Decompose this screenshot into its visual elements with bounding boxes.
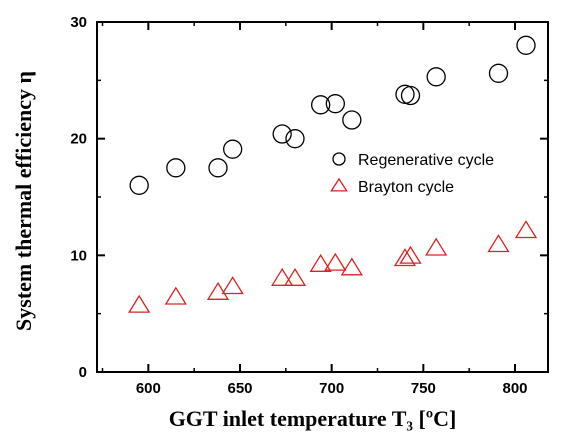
regenerative-point	[208, 158, 228, 178]
x-tick-label: 650	[227, 380, 252, 397]
brayton-point	[283, 267, 307, 286]
regenerative-point	[166, 158, 186, 178]
y-tick-label: 30	[70, 14, 87, 31]
regenerative-point	[311, 95, 331, 115]
brayton-point	[221, 276, 244, 295]
x-tick-label: 700	[319, 380, 344, 397]
brayton-point	[128, 294, 151, 313]
x-axis-title: GGT inlet temperature T₃ [ºC]	[169, 406, 457, 431]
brayton-point	[271, 267, 294, 286]
regenerative-point	[285, 129, 305, 149]
legend-triangle-marker	[330, 177, 348, 192]
brayton-point	[425, 237, 448, 256]
x-tick-label: 800	[502, 380, 527, 397]
y-axis-title: System thermal efficiency η	[11, 71, 36, 331]
legend-label: Regenerative cycle	[358, 152, 494, 169]
x-axis: 600 650 700 750 800	[101, 22, 528, 397]
y-axis: 0 10 20 30	[70, 14, 548, 381]
regenerative-point	[516, 35, 536, 55]
brayton-point	[206, 281, 230, 300]
data-points	[128, 35, 538, 313]
regenerative-point	[400, 85, 421, 106]
regenerative-point	[272, 124, 292, 144]
x-tick-label: 750	[411, 380, 436, 397]
y-tick-label: 10	[70, 247, 87, 264]
brayton-point	[393, 248, 417, 267]
brayton-point	[164, 286, 187, 305]
y-tick-label: 0	[79, 364, 87, 381]
y-tick-label: 20	[70, 131, 87, 148]
legend: Regenerative cycle Brayton cycle	[330, 152, 494, 196]
regenerative-point	[223, 139, 243, 159]
legend-circle-marker	[332, 152, 346, 166]
regenerative-point	[426, 67, 446, 87]
x-tick-label: 600	[136, 380, 161, 397]
brayton-point	[324, 252, 347, 271]
legend-label: Brayton cycle	[358, 179, 454, 196]
brayton-point	[514, 220, 538, 239]
regenerative-point	[488, 63, 509, 83]
brayton-point	[340, 257, 363, 276]
brayton-point	[309, 253, 332, 272]
regenerative-point	[325, 94, 345, 114]
plot-area-frame	[96, 21, 549, 373]
regenerative-point	[342, 110, 362, 130]
brayton-point	[487, 234, 510, 253]
regenerative-point	[129, 175, 149, 195]
brayton-point	[399, 245, 422, 264]
